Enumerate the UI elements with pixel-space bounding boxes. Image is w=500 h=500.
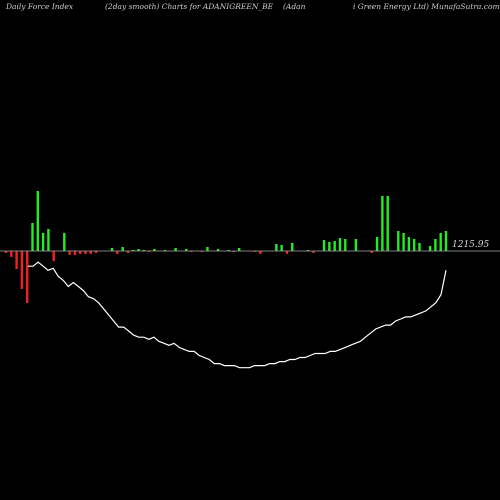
- force-bar: [444, 231, 448, 251]
- force-bar: [338, 238, 342, 251]
- force-index-bars: [4, 191, 448, 303]
- force-bar: [259, 251, 262, 254]
- chart-title-right-1: (Adan: [283, 2, 306, 11]
- force-bar: [428, 246, 432, 251]
- force-bar: [185, 249, 188, 251]
- force-bar: [412, 239, 416, 251]
- force-bar: [84, 251, 87, 254]
- force-bar: [407, 237, 411, 251]
- force-bar: [20, 251, 24, 289]
- zero-value-label: 1215.95: [452, 240, 489, 250]
- force-bar: [238, 248, 241, 251]
- force-bar: [434, 239, 437, 251]
- force-bar: [137, 249, 140, 251]
- force-bar: [312, 251, 315, 253]
- force-bar: [36, 191, 40, 251]
- force-bar: [216, 249, 220, 251]
- force-bar: [280, 245, 283, 251]
- force-bar: [68, 251, 71, 255]
- force-bar: [253, 251, 257, 252]
- force-bar: [439, 233, 442, 251]
- force-bar: [116, 251, 119, 254]
- force-bar: [381, 196, 384, 251]
- force-bar: [163, 250, 167, 251]
- force-bar: [174, 248, 177, 251]
- force-bar: [94, 251, 98, 253]
- chart-title-left: Daily Force Index: [6, 2, 74, 11]
- force-bar: [147, 251, 151, 252]
- force-bar: [418, 243, 421, 251]
- force-bar: [291, 243, 294, 251]
- force-bar: [190, 251, 193, 252]
- force-bar: [232, 251, 236, 252]
- force-bar: [200, 251, 204, 252]
- force-bar: [41, 233, 45, 251]
- force-bar: [206, 247, 209, 251]
- chart-title-middle: (2day smooth) Charts for ADANIGREEN_BE: [105, 2, 274, 11]
- force-bar: [328, 242, 331, 251]
- force-bar: [306, 250, 310, 251]
- force-bar: [344, 239, 347, 251]
- force-bar: [333, 241, 336, 251]
- force-bar: [285, 251, 289, 254]
- force-bar: [402, 233, 405, 251]
- force-bar: [4, 251, 8, 253]
- force-bar: [79, 251, 82, 254]
- force-bar: [227, 250, 230, 251]
- force-bar: [132, 250, 135, 251]
- force-bar: [110, 248, 114, 251]
- price-line: [28, 261, 447, 369]
- force-bar: [26, 251, 29, 303]
- force-bar: [153, 249, 156, 251]
- force-bar: [354, 239, 358, 251]
- force-bar: [126, 251, 130, 253]
- force-bar: [10, 251, 13, 257]
- force-bar: [15, 251, 18, 269]
- force-bar: [386, 196, 389, 251]
- force-bar: [89, 251, 93, 254]
- force-bar: [31, 223, 34, 251]
- force-bar: [322, 240, 326, 251]
- force-bar: [47, 229, 50, 251]
- force-bar: [52, 251, 55, 261]
- force-bar: [397, 231, 400, 251]
- force-bar: [73, 251, 77, 255]
- force-bar: [375, 237, 379, 251]
- force-bar: [142, 250, 146, 251]
- force-bar: [121, 247, 124, 251]
- force-bar: [370, 251, 373, 253]
- force-bar: [63, 233, 66, 251]
- force-bar: [275, 244, 278, 251]
- chart-title-right-2: i Green Energy Ltd) MunafaSutra.com: [353, 2, 500, 11]
